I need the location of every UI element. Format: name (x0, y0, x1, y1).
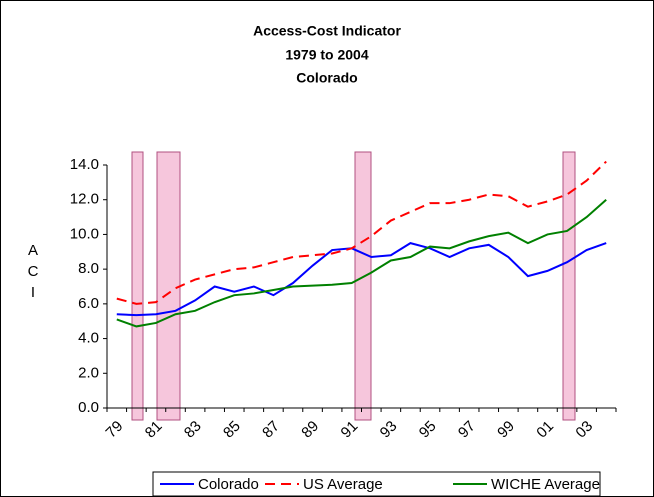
chart-region: Colorado (296, 70, 357, 86)
shaded-period (562, 151, 576, 421)
legend-box (152, 471, 601, 497)
legend-label: WICHE Average (491, 476, 600, 493)
shaded-period (354, 151, 372, 421)
y-axis-label: ACI (25, 242, 42, 305)
y-tick-label: 0.0 (78, 399, 99, 416)
y-tick-label: 6.0 (78, 295, 99, 312)
chart-title: Access-Cost Indicator (253, 23, 401, 39)
y-tick-label: 4.0 (78, 330, 99, 347)
shaded-period (156, 151, 181, 421)
y-tick-label: 12.0 (70, 191, 99, 208)
shaded-periods (131, 151, 576, 421)
series-line (116, 198, 607, 328)
chart-subtitle: 1979 to 2004 (285, 47, 368, 63)
series-line (116, 242, 607, 317)
shaded-period (131, 151, 144, 421)
y-tick-label: 14.0 (70, 156, 99, 173)
y-tick-label: 8.0 (78, 260, 99, 277)
y-tick-label: 10.0 (70, 225, 99, 242)
legend-label: Colorado (198, 476, 259, 493)
series-line (116, 160, 607, 305)
y-tick-label: 2.0 (78, 364, 99, 381)
legend-label: US Average (303, 476, 383, 493)
